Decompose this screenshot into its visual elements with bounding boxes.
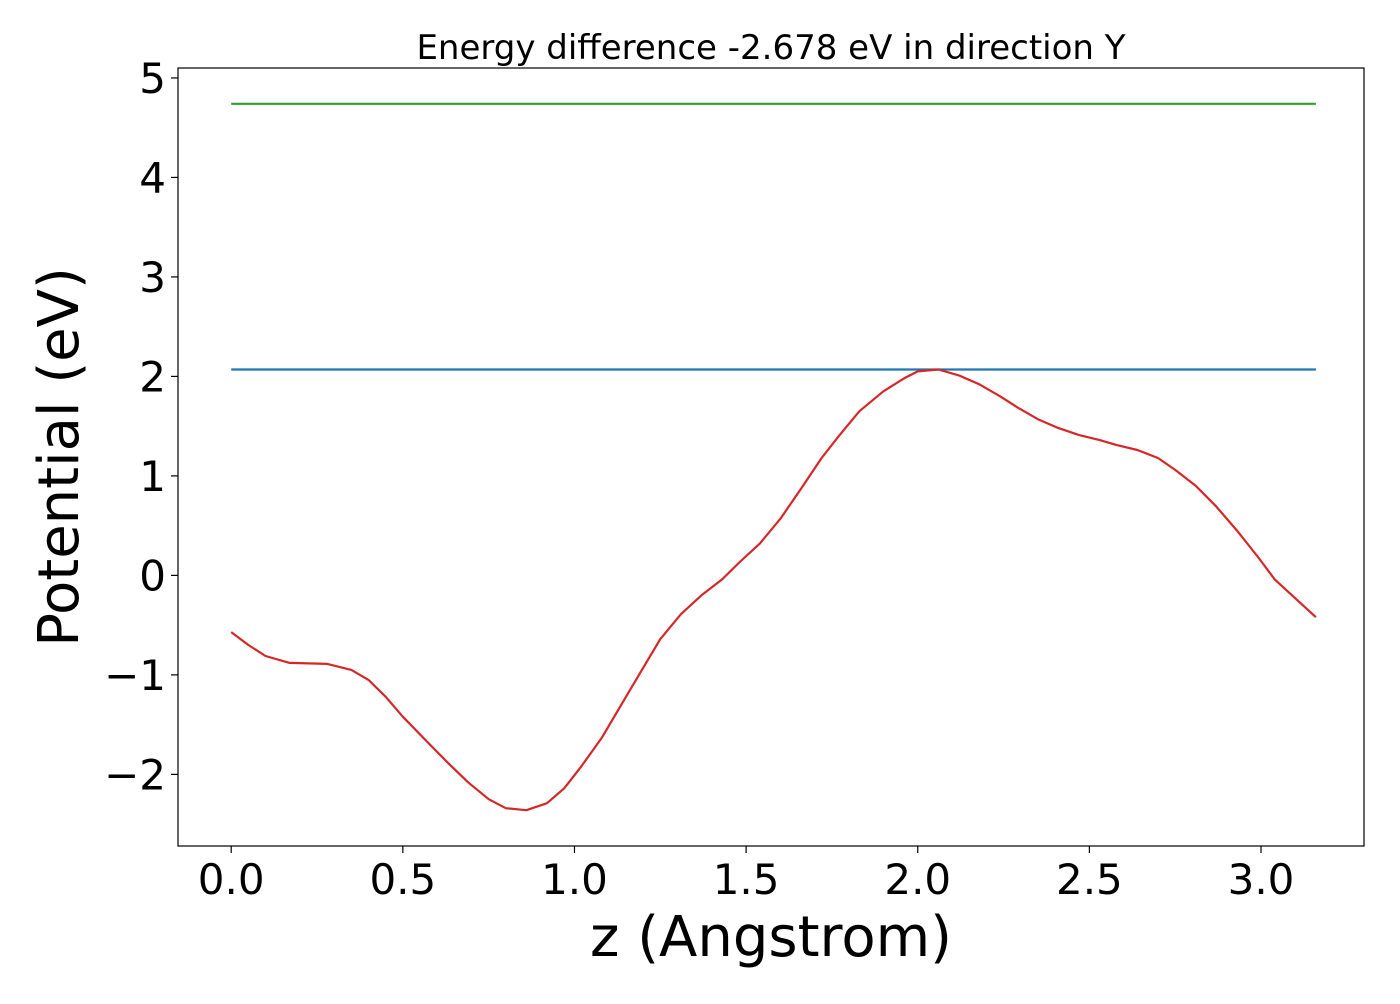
y-tick-label: −1 (104, 651, 166, 700)
y-axis: −2 −1 0 1 2 3 4 5 (104, 54, 178, 799)
y-tick-label: 2 (139, 352, 166, 401)
y-axis-label: Potential (eV) (27, 267, 92, 647)
plot-frame (177, 67, 1365, 847)
x-tick-label: 2.0 (884, 855, 951, 904)
y-tick-label: 5 (139, 54, 166, 103)
y-tick-label: −2 (104, 750, 166, 799)
series-line-3 (230, 368, 1317, 812)
series-layer (230, 102, 1317, 812)
y-tick-label: 1 (139, 452, 166, 501)
y-tick-label: 4 (139, 153, 166, 202)
y-tick-label: 0 (139, 551, 166, 600)
x-tick-label: 0.5 (369, 855, 436, 904)
x-tick-label: 1.5 (713, 855, 780, 904)
x-tick-label: 2.5 (1056, 855, 1123, 904)
x-tick-label: 3.0 (1228, 855, 1295, 904)
x-tick-label: 0.0 (198, 855, 265, 904)
x-axis-label: z (Angstrom) (590, 905, 952, 970)
chart-title: Energy difference -2.678 eV in direction… (416, 28, 1125, 68)
x-axis: 0.0 0.5 1.0 1.5 2.0 2.5 3.0 (198, 846, 1295, 904)
x-tick-label: 1.0 (541, 855, 608, 904)
y-tick-label: 3 (139, 253, 166, 302)
